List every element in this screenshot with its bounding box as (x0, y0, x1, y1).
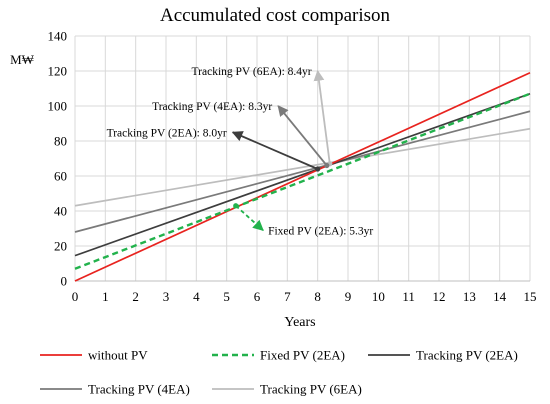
legend-label: Tracking PV (4EA) (88, 382, 190, 397)
legend-label: Tracking PV (2EA) (416, 348, 518, 363)
x-tick-label: 2 (132, 289, 139, 304)
x-tick-label: 12 (433, 289, 446, 304)
annotation-label: Fixed PV (2EA): 5.3yr (268, 225, 373, 237)
x-tick-label: 5 (223, 289, 230, 304)
x-tick-labels: 0 1 2 3 4 5 6 7 8 9 10 11 12 13 14 15 (72, 289, 537, 304)
y-tick-label: 120 (48, 64, 68, 79)
x-tick-label: 15 (524, 289, 537, 304)
x-tick-label: 4 (193, 289, 200, 304)
y-tick-label: 0 (61, 274, 68, 289)
y-tick-label: 20 (54, 239, 67, 254)
annotation-arrow (313, 69, 331, 164)
x-tick-label: 11 (402, 289, 415, 304)
crossover-point (324, 162, 330, 169)
series-line (74, 71, 531, 282)
y-tick-label: 60 (54, 169, 67, 184)
annotation-label: Tracking PV (6EA): 8.4yr (192, 66, 312, 78)
y-axis-label: M₩ (10, 52, 35, 67)
x-tick-label: 13 (463, 289, 476, 304)
series-line (74, 127, 531, 207)
annotations: Tracking PV (6EA): 8.4yr Tracking PV (4EA… (107, 66, 374, 237)
annotation-arrow (231, 131, 319, 170)
x-tick-label: 1 (102, 289, 109, 304)
x-tick-label: 6 (254, 289, 261, 304)
annotation-arrow (277, 105, 328, 167)
x-tick-label: 0 (72, 289, 79, 304)
series-line (74, 92, 531, 257)
legend-label: Tracking PV (6EA) (260, 382, 362, 397)
legend-label: Fixed PV (2EA) (260, 348, 345, 363)
series-lines (74, 71, 531, 282)
series-line (74, 110, 531, 233)
annotation-label: Tracking PV (4EA): 8.3yr (152, 101, 272, 113)
y-tick-label: 140 (48, 29, 68, 44)
crossover-point (315, 166, 321, 172)
x-tick-label: 10 (372, 289, 385, 304)
legend: without PV Fixed PV (2EA) Tracking PV (2EA… (40, 348, 518, 397)
x-axis-label: Years (284, 315, 315, 330)
x-tick-label: 14 (493, 289, 507, 304)
annotation-arrow (235, 205, 264, 231)
series-line (74, 92, 531, 270)
x-tick-label: 7 (284, 289, 291, 304)
y-tick-label: 80 (54, 134, 67, 149)
y-tick-label: 100 (48, 99, 68, 114)
chart-title: Accumulated cost comparison (160, 5, 391, 26)
x-tick-label: 9 (345, 289, 352, 304)
annotation-label: Tracking PV (2EA): 8.0yr (107, 127, 227, 139)
x-tick-label: 3 (163, 289, 170, 304)
crossover-point (233, 203, 239, 209)
x-tick-label: 8 (314, 289, 321, 304)
legend-label: without PV (88, 348, 148, 363)
y-tick-label: 40 (54, 204, 67, 219)
y-tick-labels: 0 20 40 60 80 100 120 140 (48, 29, 68, 289)
